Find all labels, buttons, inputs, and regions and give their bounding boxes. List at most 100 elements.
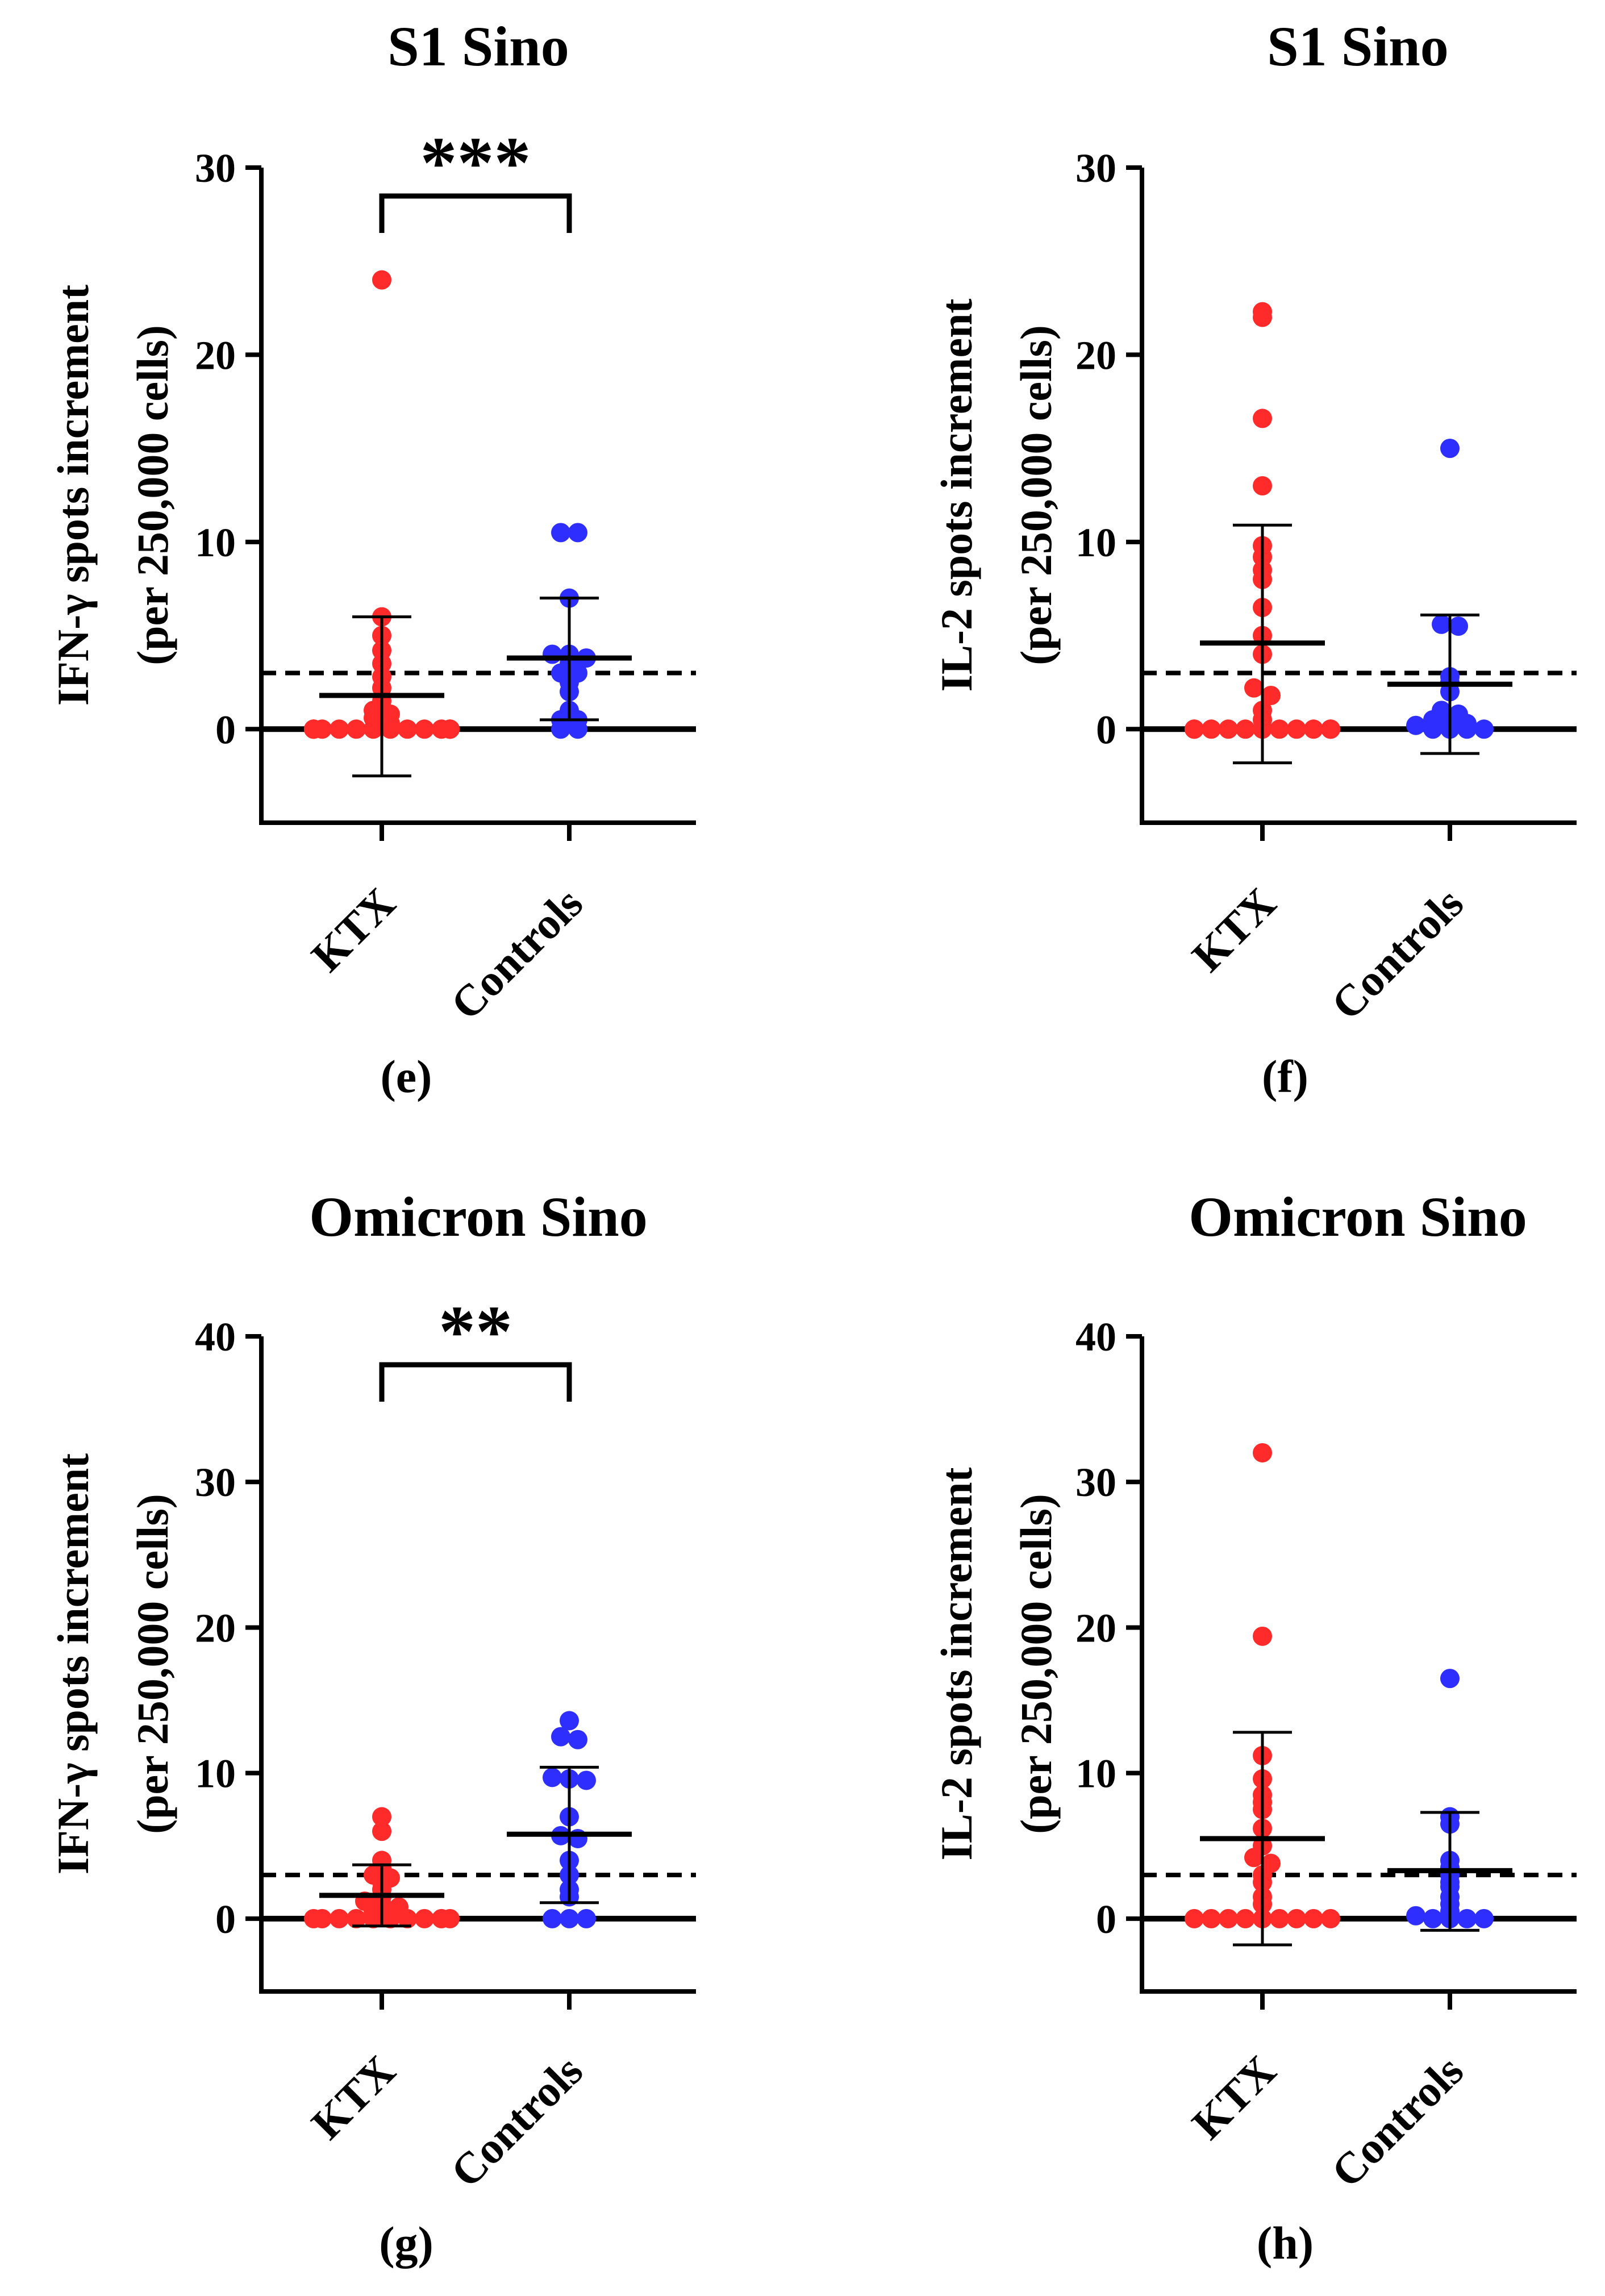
data-point bbox=[372, 1807, 391, 1827]
category-label-ktx: KTX bbox=[302, 878, 405, 981]
category-label-controls: Controls bbox=[441, 878, 592, 1030]
data-point bbox=[1457, 719, 1477, 739]
data-point bbox=[330, 719, 349, 739]
category-label-ktx: KTX bbox=[1182, 878, 1285, 981]
y-axis-label: IL-2 spots increment (per 250,000 cells) bbox=[932, 299, 1061, 692]
data-point bbox=[1253, 476, 1272, 496]
y-tick-label: 20 bbox=[195, 332, 236, 378]
y-axis-label: IL-2 spots increment (per 250,000 cells) bbox=[932, 1468, 1061, 1861]
series-ktx bbox=[1185, 302, 1340, 765]
data-point bbox=[568, 1730, 587, 1749]
category-label-ktx: KTX bbox=[302, 2046, 405, 2149]
data-point bbox=[347, 1909, 366, 1928]
data-point bbox=[1474, 1909, 1494, 1928]
data-point bbox=[1185, 1909, 1204, 1928]
y-axis-label-line1: IL-2 spots increment bbox=[932, 1468, 981, 1861]
data-point bbox=[312, 719, 332, 739]
data-point bbox=[1321, 1909, 1340, 1928]
chart-title: S1 Sino bbox=[1267, 15, 1449, 78]
chart-title: Omicron Sino bbox=[309, 1185, 647, 1248]
data-point bbox=[1304, 719, 1323, 739]
y-tick-label: 40 bbox=[195, 1314, 236, 1360]
data-point bbox=[381, 719, 400, 739]
data-point bbox=[364, 1909, 383, 1928]
data-point bbox=[1219, 719, 1238, 739]
data-point bbox=[1423, 1909, 1443, 1928]
y-tick-label: 20 bbox=[1075, 1605, 1116, 1651]
data-point bbox=[1440, 439, 1460, 459]
data-point bbox=[330, 1909, 349, 1928]
data-point bbox=[551, 1727, 570, 1747]
data-point bbox=[577, 1770, 596, 1790]
panel-e: S1 Sino IFN-γ spots increment (per 250,000… bbox=[48, 15, 696, 1102]
y-tick-label: 30 bbox=[195, 1460, 236, 1505]
y-tick-label: 20 bbox=[195, 1605, 236, 1651]
series-ktx bbox=[1185, 1443, 1340, 1947]
series-controls bbox=[507, 1711, 632, 1928]
panel-g: Omicron Sino IFN-γ spots increment (per 25… bbox=[48, 1185, 696, 2269]
data-point bbox=[1474, 719, 1494, 739]
y-axis-label: IFN-γ spots increment (per 250,000 cells) bbox=[48, 1453, 177, 1874]
y-axis-label-line2: (per 250,000 cells) bbox=[128, 325, 177, 665]
data-point bbox=[543, 1909, 562, 1928]
data-point bbox=[568, 719, 587, 739]
y-tick-label: 10 bbox=[195, 520, 236, 565]
data-point bbox=[543, 1768, 562, 1787]
panel-label: (g) bbox=[379, 2217, 433, 2269]
series-ktx bbox=[304, 1807, 460, 1928]
y-axis-label-line1: IFN-γ spots increment bbox=[48, 285, 98, 706]
series-controls bbox=[1387, 439, 1512, 755]
significance-bracket bbox=[379, 193, 572, 233]
data-point bbox=[1185, 719, 1204, 739]
data-point bbox=[1202, 719, 1221, 739]
y-tick-label: 20 bbox=[1075, 332, 1116, 378]
data-point bbox=[1244, 678, 1264, 698]
y-tick-label: 10 bbox=[195, 1751, 236, 1797]
y-axis-label-line1: IL-2 spots increment bbox=[932, 299, 981, 692]
data-point bbox=[551, 719, 570, 739]
panel-label: (e) bbox=[380, 1051, 432, 1102]
y-tick-label: 0 bbox=[1096, 1897, 1116, 1942]
data-point bbox=[398, 719, 417, 739]
data-point bbox=[1244, 1848, 1264, 1868]
data-point bbox=[364, 719, 383, 739]
data-point bbox=[1261, 685, 1281, 705]
data-point bbox=[1253, 409, 1272, 428]
series-controls bbox=[1387, 1669, 1512, 1932]
series-ktx bbox=[304, 270, 460, 778]
y-axis-label-line1: IFN-γ spots increment bbox=[48, 1453, 98, 1874]
data-point bbox=[551, 523, 570, 543]
data-point bbox=[1406, 715, 1425, 735]
data-point bbox=[440, 719, 460, 739]
data-point bbox=[1253, 1443, 1272, 1462]
series-controls bbox=[507, 523, 632, 739]
data-point bbox=[415, 719, 434, 739]
data-point bbox=[1406, 1906, 1425, 1926]
y-axis-label-line2: (per 250,000 cells) bbox=[1011, 325, 1061, 665]
chart-title: Omicron Sino bbox=[1189, 1185, 1527, 1248]
y-tick-label: 30 bbox=[195, 145, 236, 191]
data-point bbox=[1432, 614, 1451, 634]
data-point bbox=[560, 1909, 579, 1928]
data-point bbox=[568, 523, 587, 543]
data-point bbox=[312, 1909, 332, 1928]
panel-f: S1 Sino IL-2 spots increment (per 250,000 … bbox=[932, 15, 1577, 1102]
data-point bbox=[577, 1909, 596, 1928]
data-point bbox=[398, 1909, 417, 1928]
data-point bbox=[1253, 307, 1272, 327]
y-tick-label: 0 bbox=[1096, 707, 1116, 752]
panel-label: (h) bbox=[1257, 2217, 1314, 2269]
data-point bbox=[1449, 616, 1468, 636]
data-point bbox=[1304, 1909, 1323, 1928]
data-point bbox=[1270, 1909, 1289, 1928]
data-point bbox=[1219, 1909, 1238, 1928]
y-axis-label-line2: (per 250,000 cells) bbox=[1011, 1494, 1061, 1834]
category-label-ktx: KTX bbox=[1182, 2046, 1285, 2149]
y-tick-label: 30 bbox=[1075, 145, 1116, 191]
y-tick-label: 0 bbox=[215, 1897, 236, 1942]
data-point bbox=[1270, 719, 1289, 739]
y-axis-label-line2: (per 250,000 cells) bbox=[128, 1494, 177, 1834]
category-label-controls: Controls bbox=[1321, 2046, 1473, 2197]
data-point bbox=[1457, 1909, 1477, 1928]
